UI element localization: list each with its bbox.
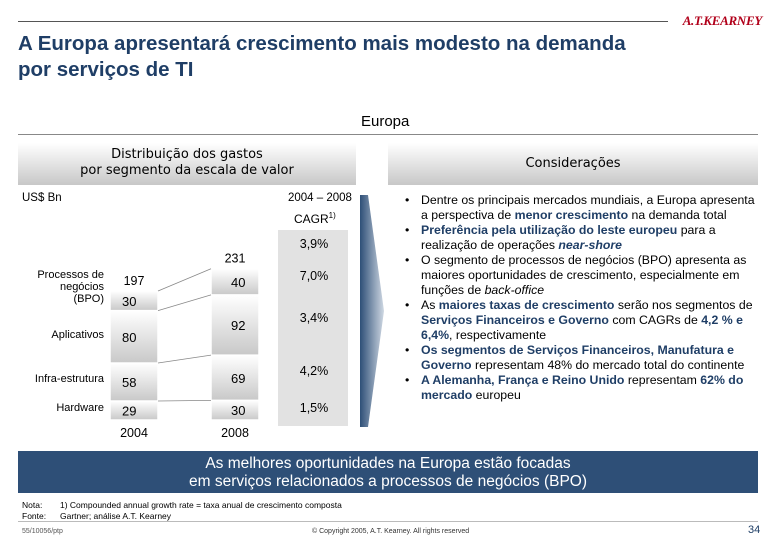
bar-total-label: 231 [225,252,246,266]
arrow-chevron-icon [360,195,384,427]
footer-copyright: © Copyright 2005, A.T. Kearney. All righ… [312,528,470,535]
consideration-item: O segmento de processos de negócios (BPO… [404,253,762,298]
series-label: Hardware [56,402,104,414]
bar-segment [109,362,159,402]
title-rule [18,21,668,22]
consideration-item: A Alemanha, França e Reino Unido represe… [404,373,762,403]
banner-line1: As melhores oportunidades na Europa estã… [205,455,571,472]
consideration-text: back-office [484,283,545,297]
brand-logo: A.T.KEARNEY [682,13,763,28]
bar-value-label: 69 [231,371,245,386]
consideration-item: Dentre os principais mercados mundiais, … [404,193,762,223]
source-row: Fonte: Gartner; análise A.T. Kearney [22,511,342,522]
connector-line [157,294,212,311]
cagr-value: 7,0% [300,269,329,283]
bar-value-label: 92 [231,318,245,333]
series-label: negócios [60,281,105,293]
footer-code: 55/10056/ptp [22,528,63,535]
considerations-list: Dentre os principais mercados mundiais, … [404,193,762,403]
cagr-column [278,230,348,426]
note-row: Nota: 1) Compounded annual growth rate = … [22,500,342,511]
series-label: Processos de [37,269,104,281]
banner-line2: em serviços relacionados a processos de … [188,473,588,490]
footnotes: Nota: 1) Compounded annual growth rate = … [22,500,342,522]
source-text: Gartner; análise A.T. Kearney [60,511,172,521]
consideration-text: 62% do mercado [421,373,744,402]
series-label: Aplicativos [51,329,104,341]
stacked-bar-chart: 29 58 80 30 197 2004 30 69 92 40 231 2008 Hardware 1,… [35,237,329,440]
source-key: Fonte: [22,511,47,521]
cagr-total-value: 3,9% [300,237,329,251]
consideration-text: Preferência pela utilização do leste eur… [421,223,678,237]
cagr-value: 4,2% [300,364,329,378]
cagr-header-label: CAGR [294,212,329,226]
consideration-item: Os segmentos de Serviços Financeiros, Ma… [404,343,762,373]
region-label: Europa [361,113,410,130]
cagr-footnote-ref: 1) [328,211,336,220]
x-tick-label: 2004 [120,426,148,440]
unit-label: US$ Bn [22,192,62,204]
consideration-text: representam 48% do mercado total do cont… [471,358,745,372]
series-label: (BPO) [73,293,104,305]
bar-value-label: 30 [122,294,136,309]
note-key: Nota: [22,500,43,510]
bar-value-label: 40 [231,275,245,290]
bar-value-label: 80 [122,330,136,345]
consideration-text: representam [624,373,701,387]
consideration-text: Os segmentos de Serviços Financeiros, Ma… [421,343,734,372]
consideration-text: Serviços Financeiros e Governo [421,313,609,327]
considerations-header: Considerações [388,143,758,185]
region-rule [18,134,758,135]
chart-header: Distribuição dos gastos por segmento da … [18,143,356,185]
period-label: 2004 – 2008 [288,192,352,204]
page-title-line2: por serviços de TI [18,58,194,81]
page-title: A Europa apresentará crescimento mais mo… [18,31,758,83]
cagr-value: 3,4% [300,311,329,325]
consideration-text: As [421,298,439,312]
page-title-line1: A Europa apresentará crescimento mais mo… [18,32,626,55]
consideration-text: europeu [472,388,521,402]
consideration-item: Preferência pela utilização do leste eur… [404,223,762,253]
consideration-text: 4,2 % e 6,4% [421,313,743,342]
bar-value-label: 30 [231,403,245,418]
bar-segment [109,290,159,312]
chart-header-line1: Distribuição dos gastos [111,147,263,162]
x-tick-label: 2008 [221,426,249,440]
consideration-text: serão nos segmentos de [614,298,753,312]
consideration-text: maiores taxas de crescimento [438,298,615,312]
bar-segment [109,309,159,364]
consideration-text: com CAGRs de [608,313,702,327]
cagr-value: 1,5% [300,401,329,415]
consideration-text: para a realização de operações [421,223,716,252]
connector-line [157,268,212,292]
bar-segment [210,267,260,296]
consideration-text: , respectivamente [449,328,547,342]
page-number: 34 [748,524,761,536]
bar-segment [210,354,260,402]
consideration-text: near-shore [558,238,622,252]
bar-segment [210,294,260,356]
bar-value-label: 29 [122,404,136,419]
series-label: Infra-estrutura [35,373,105,385]
consideration-text: menor crescimento [514,208,629,222]
consideration-text: A Alemanha, França e Reino Unido [421,373,625,387]
consideration-text: O segmento de processos de negócios (BPO… [421,253,747,297]
conclusion-banner: As melhores oportunidades na Europa estã… [18,451,758,493]
bar-total-label: 197 [124,274,145,288]
consideration-text: Dentre os principais mercados mundiais, … [421,193,755,222]
footer-rule [18,521,758,522]
bar-value-label: 58 [122,375,136,390]
cagr-header: CAGR1) [294,211,336,226]
connector-line [157,399,212,402]
chart-header-line2: por segmento da escala de valor [80,163,294,178]
consideration-text: na demanda total [628,208,727,222]
connector-line [157,354,212,364]
note-text: 1) Compounded annual growth rate = taxa … [60,500,342,510]
consideration-item: As maiores taxas de crescimento serão no… [404,298,762,343]
